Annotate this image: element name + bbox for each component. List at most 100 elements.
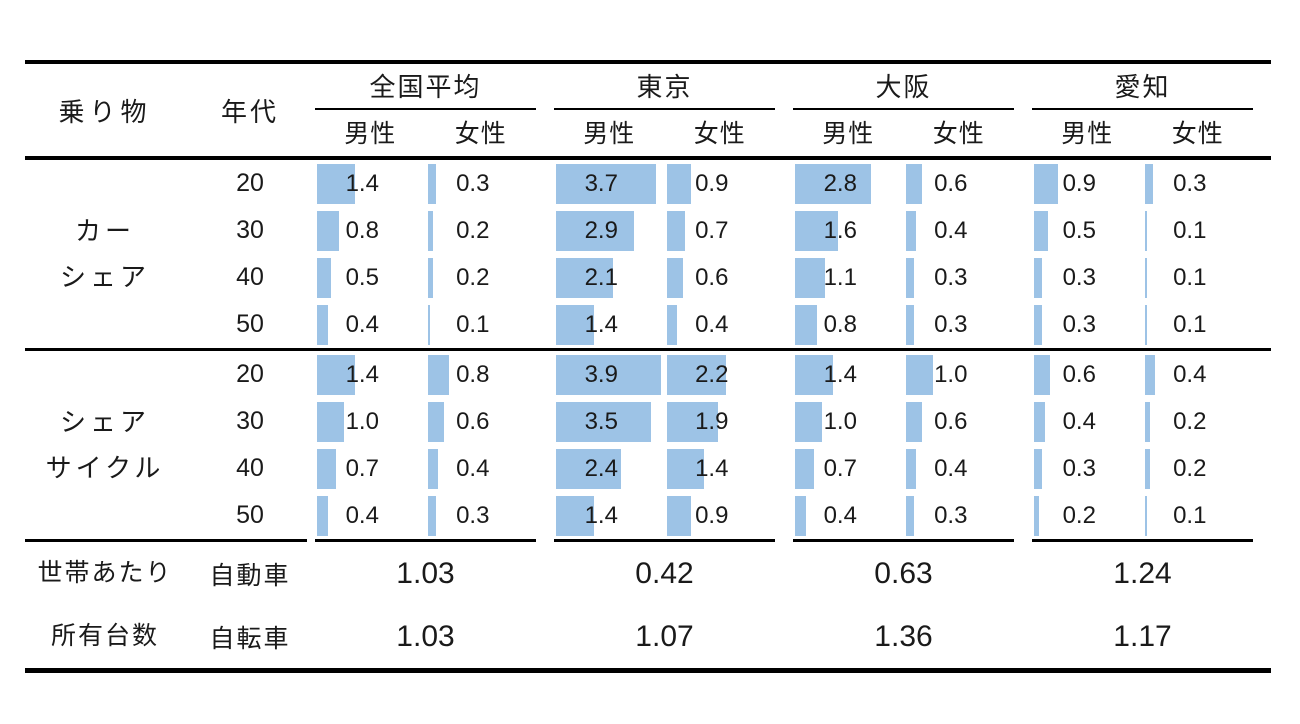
value-label: 0.4	[934, 216, 968, 244]
region-cell-group: 0.8 0.2	[315, 210, 554, 251]
value-label: 0.2	[456, 263, 490, 291]
value-bar	[427, 448, 439, 489]
data-cell: 0.2	[1143, 448, 1254, 489]
vehicle-label: シェア サイクル	[25, 351, 185, 539]
region-cell-group: 0.7 0.4	[315, 448, 554, 489]
value-label: 0.2	[456, 216, 490, 244]
value-bar	[905, 354, 933, 395]
table-row: 50 0.4 0.3 1.4 0.9 0.4 0.3 0.2 0.1	[185, 492, 1271, 539]
value-label: 0.3	[1062, 454, 1096, 482]
data-cell: 0.2	[426, 210, 537, 251]
value-bar	[556, 210, 635, 251]
value-label: 0.2	[1173, 454, 1207, 482]
data-cell: 0.6	[1032, 354, 1143, 395]
region-cell-group: 0.5 0.2	[315, 257, 554, 298]
value-bar	[1034, 304, 1043, 345]
data-cell: 0.6	[904, 401, 1015, 442]
header-vehicle: 乗り物	[58, 96, 152, 127]
value-label: 0.3	[934, 310, 968, 338]
value-label: 0.3	[456, 501, 490, 529]
value-label: 0.6	[1062, 360, 1096, 388]
value-bar	[1034, 401, 1045, 442]
vehicle-label-line: シェア	[59, 407, 150, 437]
value-bar	[1034, 163, 1059, 204]
region-cell-group: 0.8 0.3	[793, 304, 1032, 345]
vehicle-label: カー シェア	[25, 160, 185, 348]
share-usage-table: 乗り物 年代 全国平均 男性 女性 東京 男性 女性 大阪 男性 女性	[25, 60, 1271, 673]
region-cell-group: 1.0 0.6	[315, 401, 554, 442]
divider-segmented	[25, 539, 1271, 542]
value-label: 1.4	[823, 360, 857, 388]
value-bar	[317, 163, 355, 204]
value-label: 0.5	[1062, 216, 1096, 244]
value-bar	[905, 257, 914, 298]
ownership-category: 自動車	[209, 561, 291, 590]
value-bar	[795, 401, 822, 442]
data-cell: 3.7	[554, 163, 665, 204]
data-cell: 0.8	[426, 354, 537, 395]
value-label: 0.7	[695, 216, 729, 244]
data-cell: 0.6	[904, 163, 1015, 204]
value-label: 1.0	[345, 407, 379, 435]
data-cell: 0.7	[665, 210, 776, 251]
value-bar	[556, 354, 662, 395]
value-label: 0.1	[456, 310, 490, 338]
value-label: 0.4	[934, 454, 968, 482]
divider-header	[25, 156, 1271, 160]
ownership-value: 1.36	[874, 619, 933, 653]
value-bar	[666, 354, 726, 395]
ownership-value: 0.42	[635, 556, 694, 590]
value-label: 2.9	[584, 216, 618, 244]
value-label: 3.7	[584, 169, 618, 197]
data-cell: 0.3	[904, 257, 1015, 298]
value-label: 2.4	[584, 454, 618, 482]
value-bar	[1034, 210, 1048, 251]
value-label: 0.3	[1062, 263, 1096, 291]
value-label: 0.3	[1062, 310, 1096, 338]
value-label: 0.4	[345, 501, 379, 529]
region-cell-group: 1.6 0.4	[793, 210, 1032, 251]
value-bar	[1144, 210, 1148, 251]
data-cell: 0.1	[1143, 210, 1254, 251]
value-bar	[795, 304, 817, 345]
value-bar	[905, 210, 917, 251]
table-row: 40 0.5 0.2 2.1 0.6 1.1 0.3 0.3 0.1	[185, 254, 1271, 301]
value-bar	[317, 401, 344, 442]
gender-header-female: 女性	[932, 120, 985, 148]
ownership-row-bicycle: 自転車 1.03 1.07 1.36 1.17	[185, 605, 1271, 668]
ownership-value: 1.03	[396, 556, 455, 590]
region-cell-group: 1.4 0.9	[554, 495, 793, 536]
ownership-label: 世帯あたり 所有台数	[25, 542, 185, 668]
value-label: 0.1	[1173, 263, 1207, 291]
gender-header-female: 女性	[693, 120, 746, 148]
region-cell-group: 3.7 0.9	[554, 163, 793, 204]
gender-header-male: 男性	[1061, 120, 1114, 148]
divider-top	[25, 60, 1271, 64]
data-cell: 0.3	[904, 495, 1015, 536]
data-cell: 2.2	[665, 354, 776, 395]
region-cell-group: 1.4 0.3	[315, 163, 554, 204]
data-cell: 2.1	[554, 257, 665, 298]
table-row: 50 0.4 0.1 1.4 0.4 0.8 0.3 0.3 0.1	[185, 301, 1271, 348]
vehicle-sections: カー シェア 20 1.4 0.3 3.7 0.9 2.8 0.6 0.9 0.3 30 0.8 0.2 2…	[25, 160, 1271, 539]
value-label: 0.6	[934, 169, 968, 197]
value-bar	[1144, 354, 1156, 395]
value-label: 1.4	[695, 454, 729, 482]
gender-header-female: 女性	[1171, 120, 1224, 148]
value-label: 0.5	[345, 263, 379, 291]
data-cell: 0.4	[1143, 354, 1254, 395]
region-cell-group: 3.9 2.2	[554, 354, 793, 395]
vehicle-label-line: カー	[74, 216, 135, 246]
value-bar	[905, 304, 914, 345]
region-cell-group: 0.7 0.4	[793, 448, 1032, 489]
table-row: 30 0.8 0.2 2.9 0.7 1.6 0.4 0.5 0.1	[185, 207, 1271, 254]
data-cell: 0.1	[1143, 257, 1254, 298]
data-cell: 0.1	[1143, 304, 1254, 345]
region-header: 東京	[636, 72, 693, 102]
value-bar	[1034, 354, 1051, 395]
table-row: 40 0.7 0.4 2.4 1.4 0.7 0.4 0.3 0.2	[185, 445, 1271, 492]
data-cell: 0.4	[315, 495, 426, 536]
value-bar	[317, 257, 331, 298]
value-bar	[427, 210, 433, 251]
value-bar	[1144, 448, 1150, 489]
